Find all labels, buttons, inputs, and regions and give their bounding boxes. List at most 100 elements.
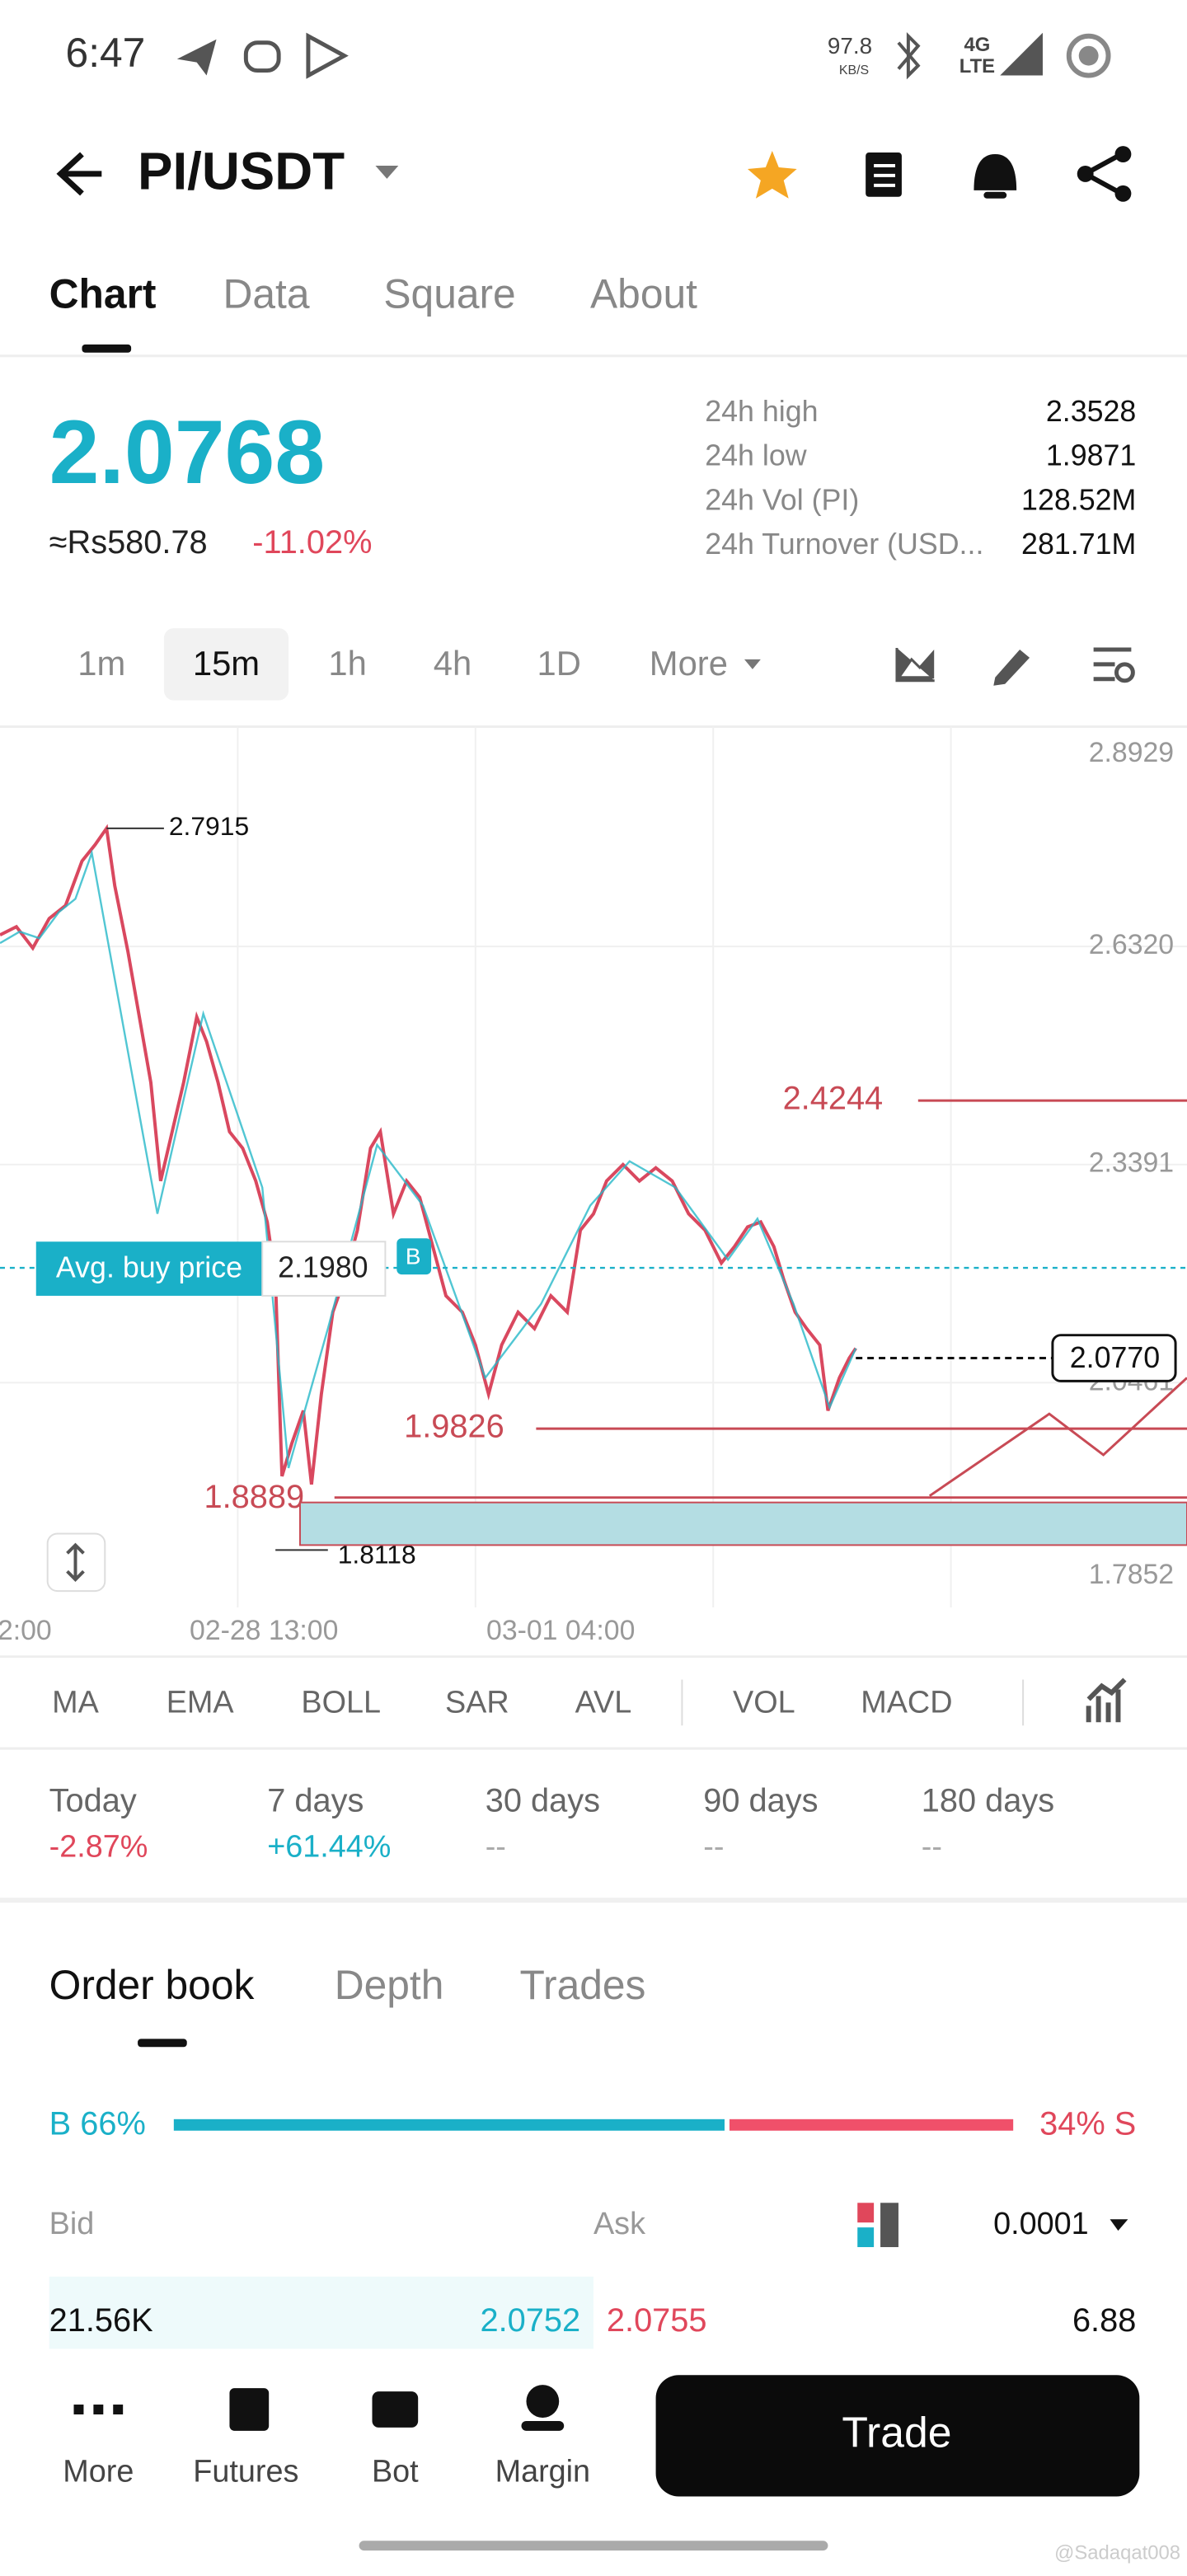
precision[interactable]: 0.0001 (993, 2207, 1089, 2241)
zone-box (298, 1501, 1187, 1546)
interval[interactable]: 1m (77, 644, 125, 683)
ask-header: Ask (594, 2207, 645, 2241)
interval[interactable]: 4h (434, 644, 472, 683)
level-label: 1.9826 (404, 1409, 504, 1445)
stat-value: 2.3528 (1046, 395, 1136, 428)
bluetooth-icon (897, 31, 921, 80)
draw-icon[interactable] (993, 649, 1030, 686)
interval[interactable]: 1D (537, 644, 581, 683)
more-dropdown[interactable] (744, 659, 761, 669)
nav-label[interactable]: More (63, 2455, 134, 2489)
ob-tab[interactable]: Depth (335, 1962, 444, 2008)
watermark: @Sadaqat008 (1054, 2541, 1180, 2564)
back-button[interactable] (56, 152, 102, 196)
margin-icon[interactable] (526, 2385, 560, 2418)
bid-depth (49, 2276, 594, 2349)
more-icon-dot (113, 2405, 124, 2414)
interval[interactable]: 1h (328, 644, 366, 683)
nav-label[interactable]: Bot (372, 2455, 419, 2489)
bot-icon[interactable] (372, 2391, 419, 2428)
indicator[interactable]: MACD (861, 1685, 952, 1720)
pair-title[interactable]: PI/USDT (138, 143, 345, 201)
interval-selected[interactable]: 15m (193, 644, 260, 683)
favorite-star[interactable] (747, 151, 797, 199)
perf-label: 30 days (486, 1782, 600, 1818)
indicator[interactable]: MA (52, 1685, 99, 1720)
pair-dropdown[interactable] (375, 165, 399, 179)
price-axis-label: 2.3391 (1089, 1147, 1174, 1179)
chart-grid (0, 726, 1187, 1607)
indicator[interactable]: BOLL (301, 1685, 381, 1720)
buy-marker-label: B (406, 1244, 421, 1269)
price-axis-label: 2.8929 (1089, 737, 1174, 768)
time-axis-label: 2:00 (0, 1615, 52, 1646)
time-axis: 2:00 02-28 13:00 03-01 04:00 (0, 1615, 635, 1646)
precision-dropdown[interactable] (1110, 2219, 1128, 2231)
buy-marker (396, 1238, 432, 1275)
indicators: MA EMA BOLL SAR AVL VOL MACD (52, 1685, 952, 1720)
performance: Today -2.87% 7 days +61.44% 30 days -- 90 days… (49, 1782, 1054, 1864)
app-icon (243, 40, 281, 73)
signal-icon (1000, 32, 1043, 76)
chart-type-icon[interactable] (895, 647, 935, 683)
interval[interactable]: More (650, 644, 728, 683)
ob-tab-indicator (138, 2039, 187, 2048)
nav-icons (73, 2385, 565, 2431)
time-axis-label: 03-01 04:00 (486, 1615, 635, 1646)
layout-icon[interactable] (857, 2203, 875, 2223)
perf-label: Today (49, 1782, 137, 1818)
intervals: 1m 15m 1h 4h 1D More (77, 644, 728, 683)
bid-header: Bid (49, 2207, 95, 2241)
stat-label: 24h Turnover (USD... (705, 528, 983, 561)
ask-price: 2.0755 (607, 2302, 707, 2339)
stat-label: 24h high (705, 395, 818, 428)
indicator[interactable]: SAR (445, 1685, 509, 1720)
perf-value: -- (703, 1829, 724, 1864)
price-trace (0, 823, 857, 1485)
tab[interactable]: About (590, 270, 697, 317)
network-top: 4G (964, 34, 991, 56)
perf-value: -2.87% (49, 1829, 148, 1864)
indicator[interactable]: VOL (733, 1685, 795, 1720)
buy-ratio-bar (173, 2119, 725, 2131)
tab[interactable]: Square (383, 270, 515, 317)
nav-label[interactable]: Margin (495, 2455, 590, 2489)
share-dot (1114, 146, 1132, 162)
fiat-price: ≈Rs580.78 (49, 524, 208, 561)
nav-label[interactable]: Futures (193, 2455, 298, 2489)
stat-label: 24h low (705, 439, 807, 472)
perf-label: 90 days (703, 1782, 818, 1818)
interval-selected-bg (163, 628, 289, 701)
alert-icon[interactable] (974, 154, 1017, 190)
layout-icon-part (857, 2227, 875, 2248)
more-icon[interactable] (73, 2405, 84, 2414)
tab[interactable]: Data (223, 270, 309, 317)
indicator[interactable]: AVL (575, 1685, 632, 1720)
price-trace-up (0, 849, 857, 1469)
network-bottom: LTE (959, 55, 995, 77)
trade-label[interactable]: Trade (842, 2408, 951, 2456)
avg-label-box (35, 1241, 263, 1296)
level-label: 1.8889 (204, 1479, 304, 1515)
layout-icon-part (880, 2203, 898, 2248)
avg-value-box (261, 1241, 387, 1297)
stat-value: 1.9871 (1046, 439, 1136, 472)
last-price: 2.0768 (49, 402, 326, 503)
bid-price: 2.0752 (480, 2302, 580, 2339)
settings-icon[interactable] (1093, 647, 1132, 682)
nav-labels: More Futures Bot Margin (63, 2455, 590, 2489)
price-axis-label: 1.7852 (1089, 1559, 1174, 1590)
ob-tab-active[interactable]: Order book (49, 1962, 255, 2008)
indicator[interactable]: EMA (167, 1685, 235, 1720)
tab-active[interactable]: Chart (49, 270, 157, 317)
avg-label: Avg. buy price (56, 1251, 242, 1284)
indicator-settings[interactable] (1086, 1677, 1127, 1723)
status-time: 6:47 (66, 30, 146, 76)
futures-icon[interactable] (229, 2388, 270, 2431)
ob-tab[interactable]: Trades (519, 1962, 645, 2008)
trade-button[interactable] (655, 2375, 1140, 2497)
net-unit: KB/S (839, 63, 869, 77)
